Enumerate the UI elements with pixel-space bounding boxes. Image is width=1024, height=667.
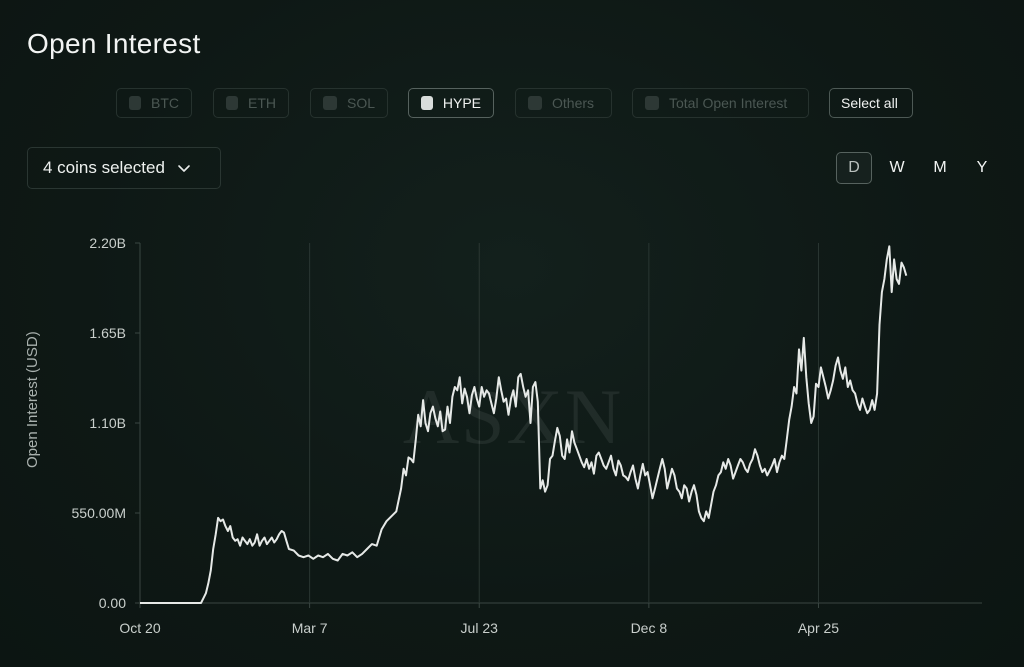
y-tick-label: 2.20B <box>89 235 126 251</box>
coin-selector-dropdown[interactable]: 4 coins selected <box>27 147 221 189</box>
period-button-w[interactable]: W <box>889 159 905 176</box>
y-tick-label: 550.00M <box>72 505 126 521</box>
filter-chip-label: HYPE <box>442 95 481 111</box>
select-all-button[interactable]: Select all <box>829 88 913 118</box>
page-title: Open Interest <box>27 28 201 59</box>
filter-chip-label: ETH <box>248 95 276 111</box>
checkbox-icon <box>129 96 141 110</box>
filter-chip-btc[interactable]: BTC <box>116 88 192 118</box>
filter-chip-others[interactable]: Others <box>515 88 612 118</box>
filter-chip-hype[interactable]: HYPE <box>408 88 494 118</box>
filter-chip-label: SOL <box>346 95 375 111</box>
checkbox-checked-icon <box>421 96 433 110</box>
x-tick-label: Jul 23 <box>461 620 499 636</box>
y-tick-label: 1.10B <box>89 415 126 431</box>
x-tick-label: Oct 20 <box>119 620 160 636</box>
filter-chip-sol[interactable]: SOL <box>310 88 388 118</box>
checkbox-icon <box>528 96 542 110</box>
y-tick-label: 1.65B <box>89 325 126 341</box>
x-tick-label: Dec 8 <box>631 620 668 636</box>
x-tick-label: Apr 25 <box>798 620 839 636</box>
filter-chip-eth[interactable]: ETH <box>213 88 289 118</box>
filter-chip-label: Others <box>552 95 595 111</box>
checkbox-icon <box>323 96 337 110</box>
y-axis-label: Open Interest (USD) <box>24 331 41 468</box>
chevron-down-icon <box>178 165 190 172</box>
y-tick-label: 0.00 <box>99 595 126 611</box>
filter-chip-label: BTC <box>151 95 179 111</box>
filter-chip-total-open-interest[interactable]: Total Open Interest <box>632 88 809 118</box>
coin-filter-bar: BTC ETH SOL HYPE Others Total Open Inter… <box>0 88 1024 120</box>
x-tick-label: Mar 7 <box>292 620 328 636</box>
checkbox-icon <box>645 96 659 110</box>
period-button-m[interactable]: M <box>933 159 947 176</box>
period-button-d[interactable]: D <box>836 152 872 184</box>
series-line-hype <box>140 245 908 604</box>
period-button-y[interactable]: Y <box>976 159 988 176</box>
checkbox-icon <box>226 96 238 110</box>
coin-selector-label: 4 coins selected <box>43 158 165 177</box>
filter-chip-label: Total Open Interest <box>669 95 788 111</box>
